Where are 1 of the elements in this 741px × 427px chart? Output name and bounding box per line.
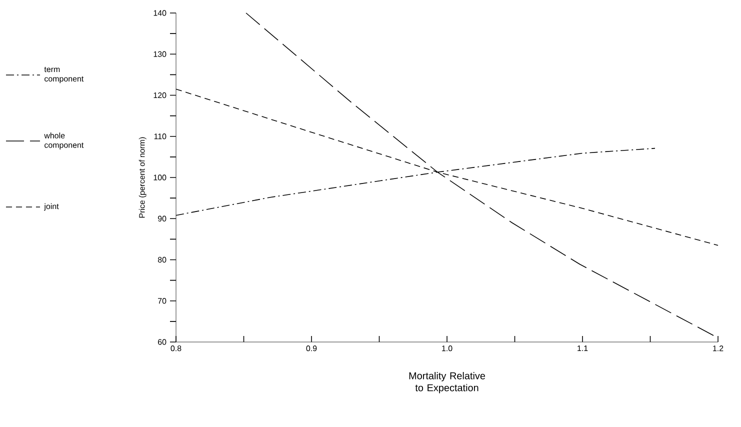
x-axis-title: Mortality Relative to Expectation: [409, 372, 486, 394]
